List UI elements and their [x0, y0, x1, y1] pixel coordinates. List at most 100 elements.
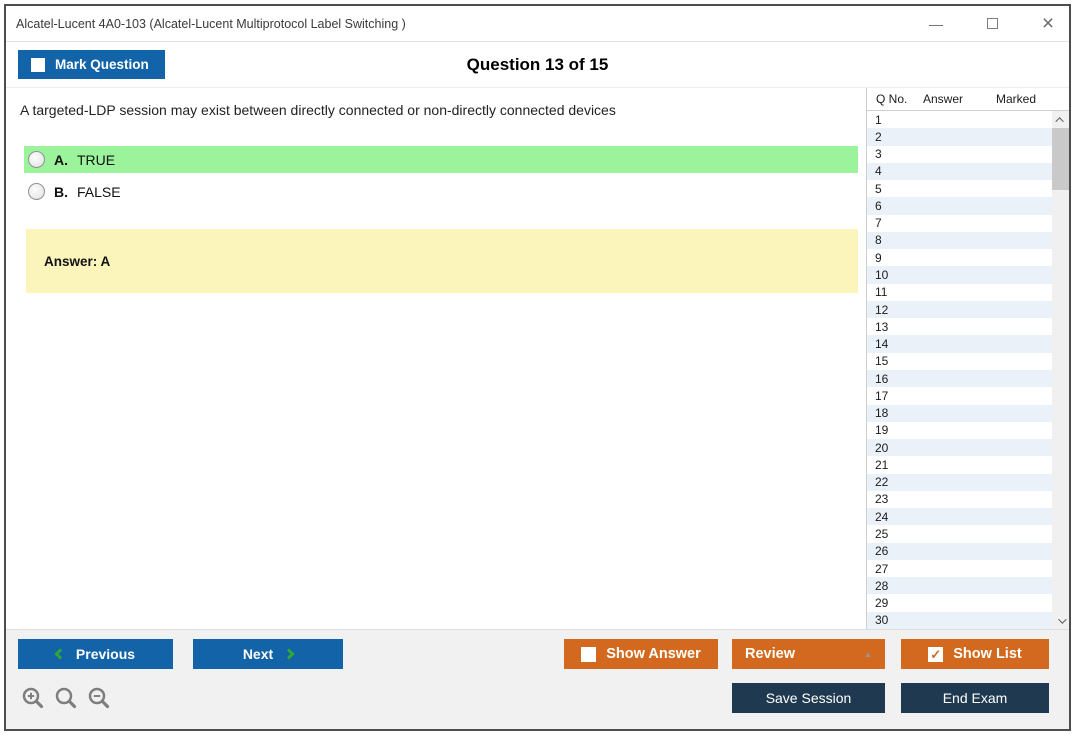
question-number: 19: [875, 423, 889, 438]
question-list-row[interactable]: 12: [867, 300, 1052, 319]
scrollbar-thumb[interactable]: [1052, 128, 1069, 190]
question-list-row[interactable]: 23: [867, 491, 1052, 508]
question-list-row[interactable]: 3: [867, 146, 1052, 163]
show-list-label: Show List: [953, 646, 1022, 662]
question-list-row[interactable]: 25: [867, 525, 1052, 542]
maximize-icon[interactable]: [985, 16, 999, 32]
question-number: 16: [875, 371, 889, 386]
question-number: 13: [875, 319, 889, 334]
question-text: A targeted-LDP session may exist between…: [20, 102, 616, 118]
question-list-row[interactable]: 2: [867, 128, 1052, 146]
mark-question-checkbox[interactable]: [31, 57, 45, 72]
question-list-rows: 1 2 3 4 5 6 7 8 9 10 11 12 13 14 15 16 17 18 19 20 21 22 23 24 2…: [867, 111, 1052, 629]
main-area: A targeted-LDP session may exist between…: [6, 88, 1069, 629]
review-label: Review: [745, 646, 795, 662]
zoom-controls: [21, 686, 111, 710]
question-number: 2: [875, 129, 882, 144]
option-b-letter: B.: [54, 183, 68, 200]
question-list-row[interactable]: 13: [867, 318, 1052, 335]
zoom-reset-icon[interactable]: [54, 686, 78, 710]
scroll-up-icon[interactable]: [1052, 111, 1069, 128]
answer-box: Answer: A: [26, 229, 858, 293]
question-list-row[interactable]: 18: [867, 404, 1052, 422]
option-a-radio[interactable]: [28, 151, 45, 168]
question-number: 21: [875, 457, 889, 472]
scroll-down-icon[interactable]: [1052, 612, 1069, 629]
question-number: 9: [875, 250, 882, 265]
minimize-icon[interactable]: —: [929, 15, 943, 32]
question-number: 15: [875, 354, 889, 369]
question-number: 23: [875, 492, 889, 507]
question-list-row[interactable]: 26: [867, 542, 1052, 560]
zoom-in-icon[interactable]: [21, 686, 45, 710]
question-number: 26: [875, 544, 889, 559]
question-list-row[interactable]: 30: [867, 611, 1052, 629]
question-list-row[interactable]: 6: [867, 197, 1052, 215]
option-a[interactable]: A. TRUE: [24, 146, 858, 173]
show-answer-checkbox[interactable]: [581, 646, 597, 662]
question-number: 3: [875, 147, 882, 162]
question-number: 22: [875, 475, 889, 490]
question-list-row[interactable]: 19: [867, 422, 1052, 439]
question-number: 24: [875, 509, 889, 524]
option-b[interactable]: B. FALSE: [24, 178, 858, 205]
question-list-row[interactable]: 21: [867, 456, 1052, 473]
option-a-letter: A.: [54, 151, 68, 168]
option-b-text: FALSE: [77, 183, 121, 200]
save-session-label: Save Session: [765, 690, 852, 706]
close-icon[interactable]: ×: [1041, 11, 1055, 35]
question-number: 1: [875, 112, 882, 127]
question-content: A targeted-LDP session may exist between…: [6, 88, 866, 629]
save-session-button[interactable]: Save Session: [732, 683, 885, 713]
question-list-row[interactable]: 7: [867, 215, 1052, 232]
next-button[interactable]: Next: [193, 639, 343, 669]
question-list-row[interactable]: 1: [867, 111, 1052, 128]
question-list-row[interactable]: 14: [867, 335, 1052, 353]
end-exam-button[interactable]: End Exam: [901, 683, 1049, 713]
check-icon: ✓: [930, 646, 942, 662]
window-title: Alcatel-Lucent 4A0-103 (Alcatel-Lucent M…: [16, 16, 406, 31]
maximize-glyph: [986, 18, 998, 29]
question-list-row[interactable]: 9: [867, 249, 1052, 266]
question-number: 11: [875, 285, 888, 300]
previous-button[interactable]: Previous: [18, 639, 173, 669]
question-list-row[interactable]: 20: [867, 439, 1052, 457]
review-button[interactable]: Review ▲: [732, 639, 885, 669]
question-list-row[interactable]: 24: [867, 508, 1052, 526]
column-answer: Answer: [923, 92, 964, 106]
question-list-row[interactable]: 17: [867, 387, 1052, 404]
zoom-out-icon[interactable]: [87, 686, 111, 710]
footer-bar: Previous Next Show Answer Review ▲ ✓ Sho…: [6, 629, 1069, 729]
question-list-row[interactable]: 8: [867, 231, 1052, 250]
question-list-row[interactable]: 10: [867, 266, 1052, 284]
question-list-row[interactable]: 15: [867, 353, 1052, 370]
window-controls: — ×: [929, 11, 1055, 35]
scrollbar[interactable]: [1052, 111, 1069, 629]
question-list-row[interactable]: 22: [867, 473, 1052, 491]
mark-question-button[interactable]: Mark Question: [18, 50, 165, 79]
show-list-checkbox[interactable]: ✓: [928, 646, 944, 662]
question-list-row[interactable]: 27: [867, 560, 1052, 577]
option-b-radio[interactable]: [28, 183, 45, 200]
question-list-row[interactable]: 5: [867, 180, 1052, 197]
show-list-button[interactable]: ✓ Show List: [901, 639, 1049, 669]
question-number: 12: [875, 302, 889, 317]
question-number: 29: [875, 596, 889, 611]
footer-row-1: Previous Next Show Answer Review ▲ ✓ Sho…: [18, 639, 1049, 669]
question-list-row[interactable]: 11: [867, 284, 1052, 301]
question-list-row[interactable]: 29: [867, 594, 1052, 611]
footer-row-2: Save Session End Exam: [18, 683, 1049, 713]
question-header-strip: Question 13 of 15 Mark Question: [6, 42, 1069, 88]
question-number: 20: [875, 440, 889, 455]
option-a-text: TRUE: [77, 151, 116, 168]
app-window: Alcatel-Lucent 4A0-103 (Alcatel-Lucent M…: [4, 4, 1071, 731]
question-number: 30: [875, 613, 889, 628]
question-list-row[interactable]: 4: [867, 162, 1052, 181]
question-number: 27: [875, 561, 889, 576]
question-number: 17: [875, 388, 889, 403]
question-list-row[interactable]: 28: [867, 577, 1052, 595]
question-list-row[interactable]: 16: [867, 369, 1052, 388]
question-number: 10: [875, 268, 889, 283]
show-answer-button[interactable]: Show Answer: [564, 639, 718, 669]
question-number: 18: [875, 406, 889, 421]
